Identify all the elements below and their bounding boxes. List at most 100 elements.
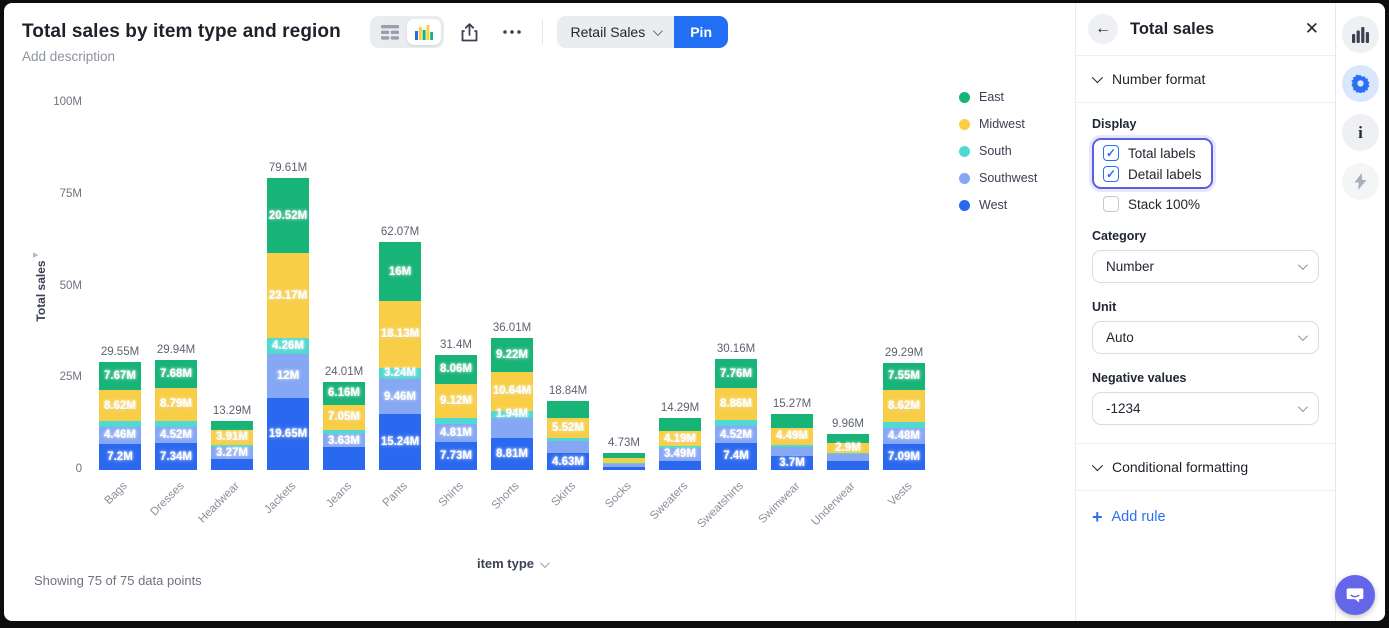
segment-east[interactable]: 20.52M: [267, 177, 309, 254]
segment-west[interactable]: 7.4M: [715, 442, 757, 470]
segment-midwest[interactable]: 7.05M: [323, 404, 365, 431]
segment-west[interactable]: [323, 447, 365, 470]
segment-south[interactable]: 1.94M: [491, 408, 533, 420]
legend-item-east[interactable]: East: [959, 90, 1037, 104]
bar-jeans[interactable]: 24.01M 6.16M 7.05M 3.63M Jeans: [323, 366, 365, 510]
segment-west[interactable]: 19.65M: [267, 397, 309, 470]
legend-item-south[interactable]: South: [959, 144, 1037, 158]
bar-jackets[interactable]: 79.61M 20.52M 23.17M 4.26M 12M 19.65M Jackets: [262, 162, 309, 516]
segment-east[interactable]: 7.55M: [883, 362, 925, 391]
section-conditional-formatting[interactable]: Conditional formatting: [1076, 443, 1335, 491]
segment-south[interactable]: [883, 421, 925, 428]
select-unit[interactable]: Auto: [1092, 321, 1319, 354]
segment-midwest[interactable]: 8.86M: [715, 387, 757, 421]
pin-button[interactable]: Pin: [674, 16, 728, 48]
segment-midwest[interactable]: 4.49M: [771, 428, 813, 445]
segment-west[interactable]: 8.81M: [491, 437, 533, 470]
chat-bubble-icon[interactable]: [1335, 575, 1375, 615]
segment-south[interactable]: [603, 463, 645, 465]
checkbox-icon[interactable]: ✓: [1103, 166, 1119, 182]
segment-southwest[interactable]: [491, 417, 533, 438]
legend-item-west[interactable]: West: [959, 198, 1037, 212]
segment-south[interactable]: [659, 446, 701, 449]
segment-south[interactable]: 4.26M: [267, 338, 309, 354]
segment-midwest[interactable]: 3.91M: [211, 430, 253, 445]
segment-southwest[interactable]: 12M: [267, 353, 309, 398]
checkbox-total-labels[interactable]: ✓ Total labels: [1103, 145, 1202, 161]
x-axis-title[interactable]: item type: [99, 556, 925, 571]
segment-southwest[interactable]: 4.46M: [99, 427, 141, 444]
bar-bags[interactable]: 29.55M 7.67M 8.62M 4.46M 7.2M Bags: [99, 346, 141, 507]
segment-south[interactable]: [323, 430, 365, 435]
segment-southwest[interactable]: [547, 440, 589, 453]
segment-west[interactable]: 7.2M: [99, 443, 141, 470]
select-negative-values[interactable]: -1234: [1092, 392, 1319, 425]
checkbox-stack-100-[interactable]: Stack 100%: [1103, 196, 1319, 212]
bar-underwear[interactable]: 9.96M 2.9M Underwear: [810, 418, 869, 528]
segment-southwest[interactable]: 3.27M: [211, 447, 253, 459]
segment-west[interactable]: [603, 467, 645, 470]
bar-shirts[interactable]: 31.4M 8.06M 9.12M 4.81M 7.73M Shirts: [435, 339, 477, 509]
segment-south[interactable]: [155, 420, 197, 427]
segment-southwest[interactable]: 4.52M: [715, 426, 757, 443]
back-arrow-icon[interactable]: ←: [1088, 14, 1118, 44]
segment-east[interactable]: 7.68M: [155, 360, 197, 389]
more-icon[interactable]: [496, 17, 528, 47]
segment-east[interactable]: 7.67M: [99, 361, 141, 390]
bar-sweatshirts[interactable]: 30.16M 7.76M 8.86M 4.52M 7.4M Sweatshirts: [696, 343, 757, 531]
segment-midwest[interactable]: 5.52M: [547, 417, 589, 438]
segment-midwest[interactable]: 23.17M: [267, 253, 309, 339]
segment-southwest[interactable]: 4.52M: [155, 426, 197, 444]
segment-southwest[interactable]: [771, 447, 813, 457]
bar-headwear[interactable]: 13.29M 3.91M 3.27M Headwear: [197, 405, 253, 526]
info-icon[interactable]: i: [1342, 114, 1379, 151]
checkbox-detail-labels[interactable]: ✓ Detail labels: [1103, 166, 1202, 182]
segment-west[interactable]: 4.63M: [547, 453, 589, 470]
segment-east[interactable]: [771, 413, 813, 429]
segment-southwest[interactable]: 9.46M: [379, 379, 421, 415]
bar-shorts[interactable]: 36.01M 9.22M 10.64M 1.94M 8.81M Shorts: [490, 322, 533, 512]
bar-chart-icon[interactable]: [1342, 16, 1379, 53]
segment-east[interactable]: [827, 433, 869, 443]
segment-midwest[interactable]: 8.62M: [99, 389, 141, 422]
segment-southwest[interactable]: 4.81M: [435, 423, 477, 442]
segment-west[interactable]: [659, 460, 701, 470]
segment-southwest[interactable]: 4.48M: [883, 427, 925, 444]
segment-southwest[interactable]: 3.63M: [323, 434, 365, 448]
segment-east[interactable]: 16M: [379, 242, 421, 302]
segment-south[interactable]: [715, 420, 757, 427]
y-axis-expand-icon[interactable]: ▸: [33, 249, 39, 261]
bar-skirts[interactable]: 18.84M 5.52M 4.63M Skirts: [547, 385, 589, 509]
close-icon[interactable]: ✕: [1304, 19, 1319, 38]
gear-icon[interactable]: [1342, 65, 1379, 102]
section-number-format[interactable]: Number format: [1076, 56, 1335, 103]
segment-midwest[interactable]: 18.13M: [379, 301, 421, 368]
segment-midwest[interactable]: 4.19M: [659, 430, 701, 447]
segment-south[interactable]: [547, 437, 589, 441]
bar-sweaters[interactable]: 14.29M 4.19M 3.49M Sweaters: [648, 402, 701, 522]
legend-item-midwest[interactable]: Midwest: [959, 117, 1037, 131]
segment-southwest[interactable]: 3.49M: [659, 448, 701, 461]
segment-east[interactable]: 6.16M: [323, 381, 365, 405]
segment-south[interactable]: [211, 444, 253, 447]
bar-socks[interactable]: 4.73M Socks: [603, 437, 645, 511]
segment-southwest[interactable]: [603, 464, 645, 467]
segment-west[interactable]: 7.73M: [435, 441, 477, 470]
table-view-icon[interactable]: [373, 19, 407, 45]
segment-east[interactable]: [211, 421, 253, 431]
segment-east[interactable]: 9.22M: [491, 338, 533, 372]
bar-pants[interactable]: 62.07M 16M 18.13M 3.24M 9.46M 15.24M Pants: [379, 226, 421, 509]
segment-midwest[interactable]: 8.79M: [155, 388, 197, 421]
segment-west[interactable]: [211, 459, 253, 470]
segment-east[interactable]: 8.06M: [435, 354, 477, 385]
segment-south[interactable]: 3.24M: [379, 367, 421, 379]
dataset-dropdown[interactable]: Retail Sales: [556, 16, 675, 48]
segment-south[interactable]: [435, 417, 477, 424]
bar-chart-view-icon[interactable]: [406, 19, 441, 45]
lightning-icon[interactable]: [1342, 163, 1379, 200]
segment-midwest[interactable]: [603, 457, 645, 464]
select-category[interactable]: Number: [1092, 250, 1319, 283]
segment-midwest[interactable]: 2.9M: [827, 442, 869, 454]
segment-midwest[interactable]: 9.12M: [435, 384, 477, 418]
bar-vests[interactable]: 29.29M 7.55M 8.62M 4.48M 7.09M Vests: [883, 347, 925, 508]
